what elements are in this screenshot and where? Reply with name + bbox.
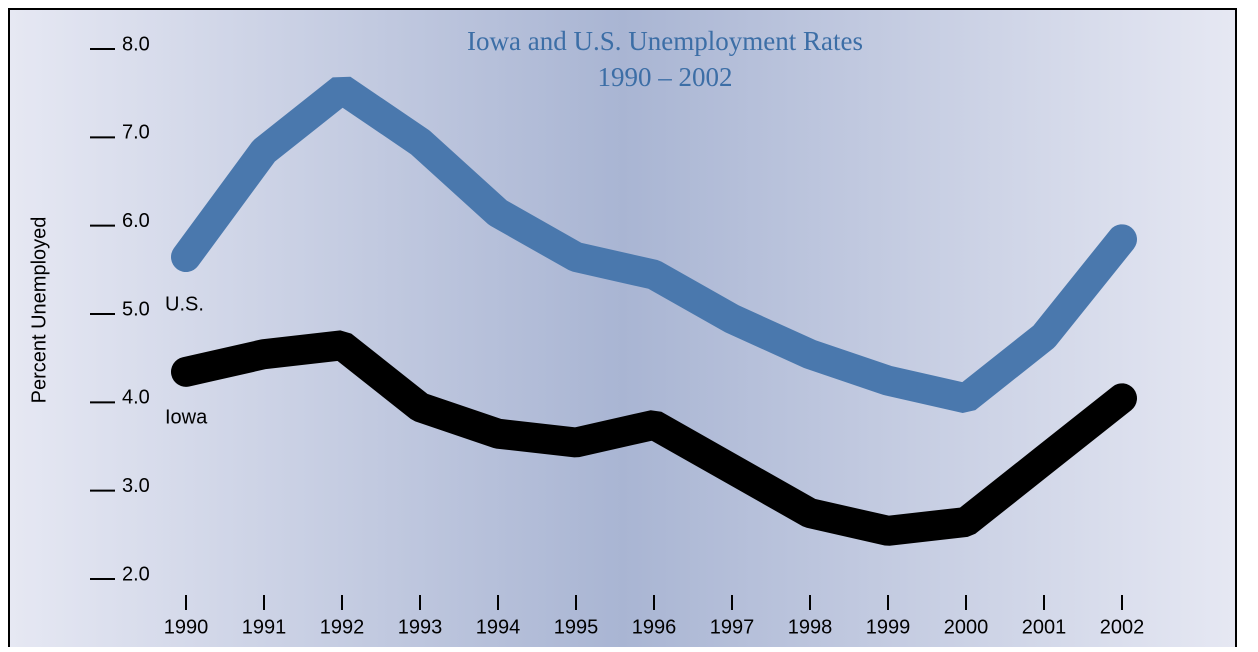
series-line (171, 330, 1137, 546)
x-tick-label: 1994 (476, 616, 521, 638)
y-tick-label: 4.0 (122, 387, 150, 409)
y-tick-label: 6.0 (122, 210, 150, 232)
x-tick-label: 1998 (788, 616, 833, 638)
series-label: Iowa (165, 406, 208, 428)
x-tick-label: 1991 (242, 616, 287, 638)
y-tick-label: 5.0 (122, 298, 150, 320)
x-tick-label: 1990 (164, 616, 209, 638)
y-tick-label: 7.0 (122, 122, 150, 144)
x-tick-label: 1999 (866, 616, 911, 638)
x-tick-label: 2001 (1022, 616, 1067, 638)
y-axis-label: Percent Unemployed (28, 217, 50, 404)
x-tick-label: 1997 (710, 616, 755, 638)
chart-subtitle: 1990 – 2002 (598, 62, 733, 92)
chart-title: Iowa and U.S. Unemployment Rates (467, 26, 863, 56)
x-tick-label: 1996 (632, 616, 677, 638)
x-tick-label: 1995 (554, 616, 599, 638)
x-tick-label: 2000 (944, 616, 989, 638)
x-tick-label: 1992 (320, 616, 365, 638)
y-tick-label: 8.0 (122, 33, 150, 55)
series-label: U.S. (165, 293, 204, 315)
x-tick-label: 1993 (398, 616, 443, 638)
y-tick-label: 2.0 (122, 563, 150, 585)
x-tick-label: 2002 (1100, 616, 1145, 638)
series-line (171, 76, 1137, 413)
y-tick-label: 3.0 (122, 475, 150, 497)
